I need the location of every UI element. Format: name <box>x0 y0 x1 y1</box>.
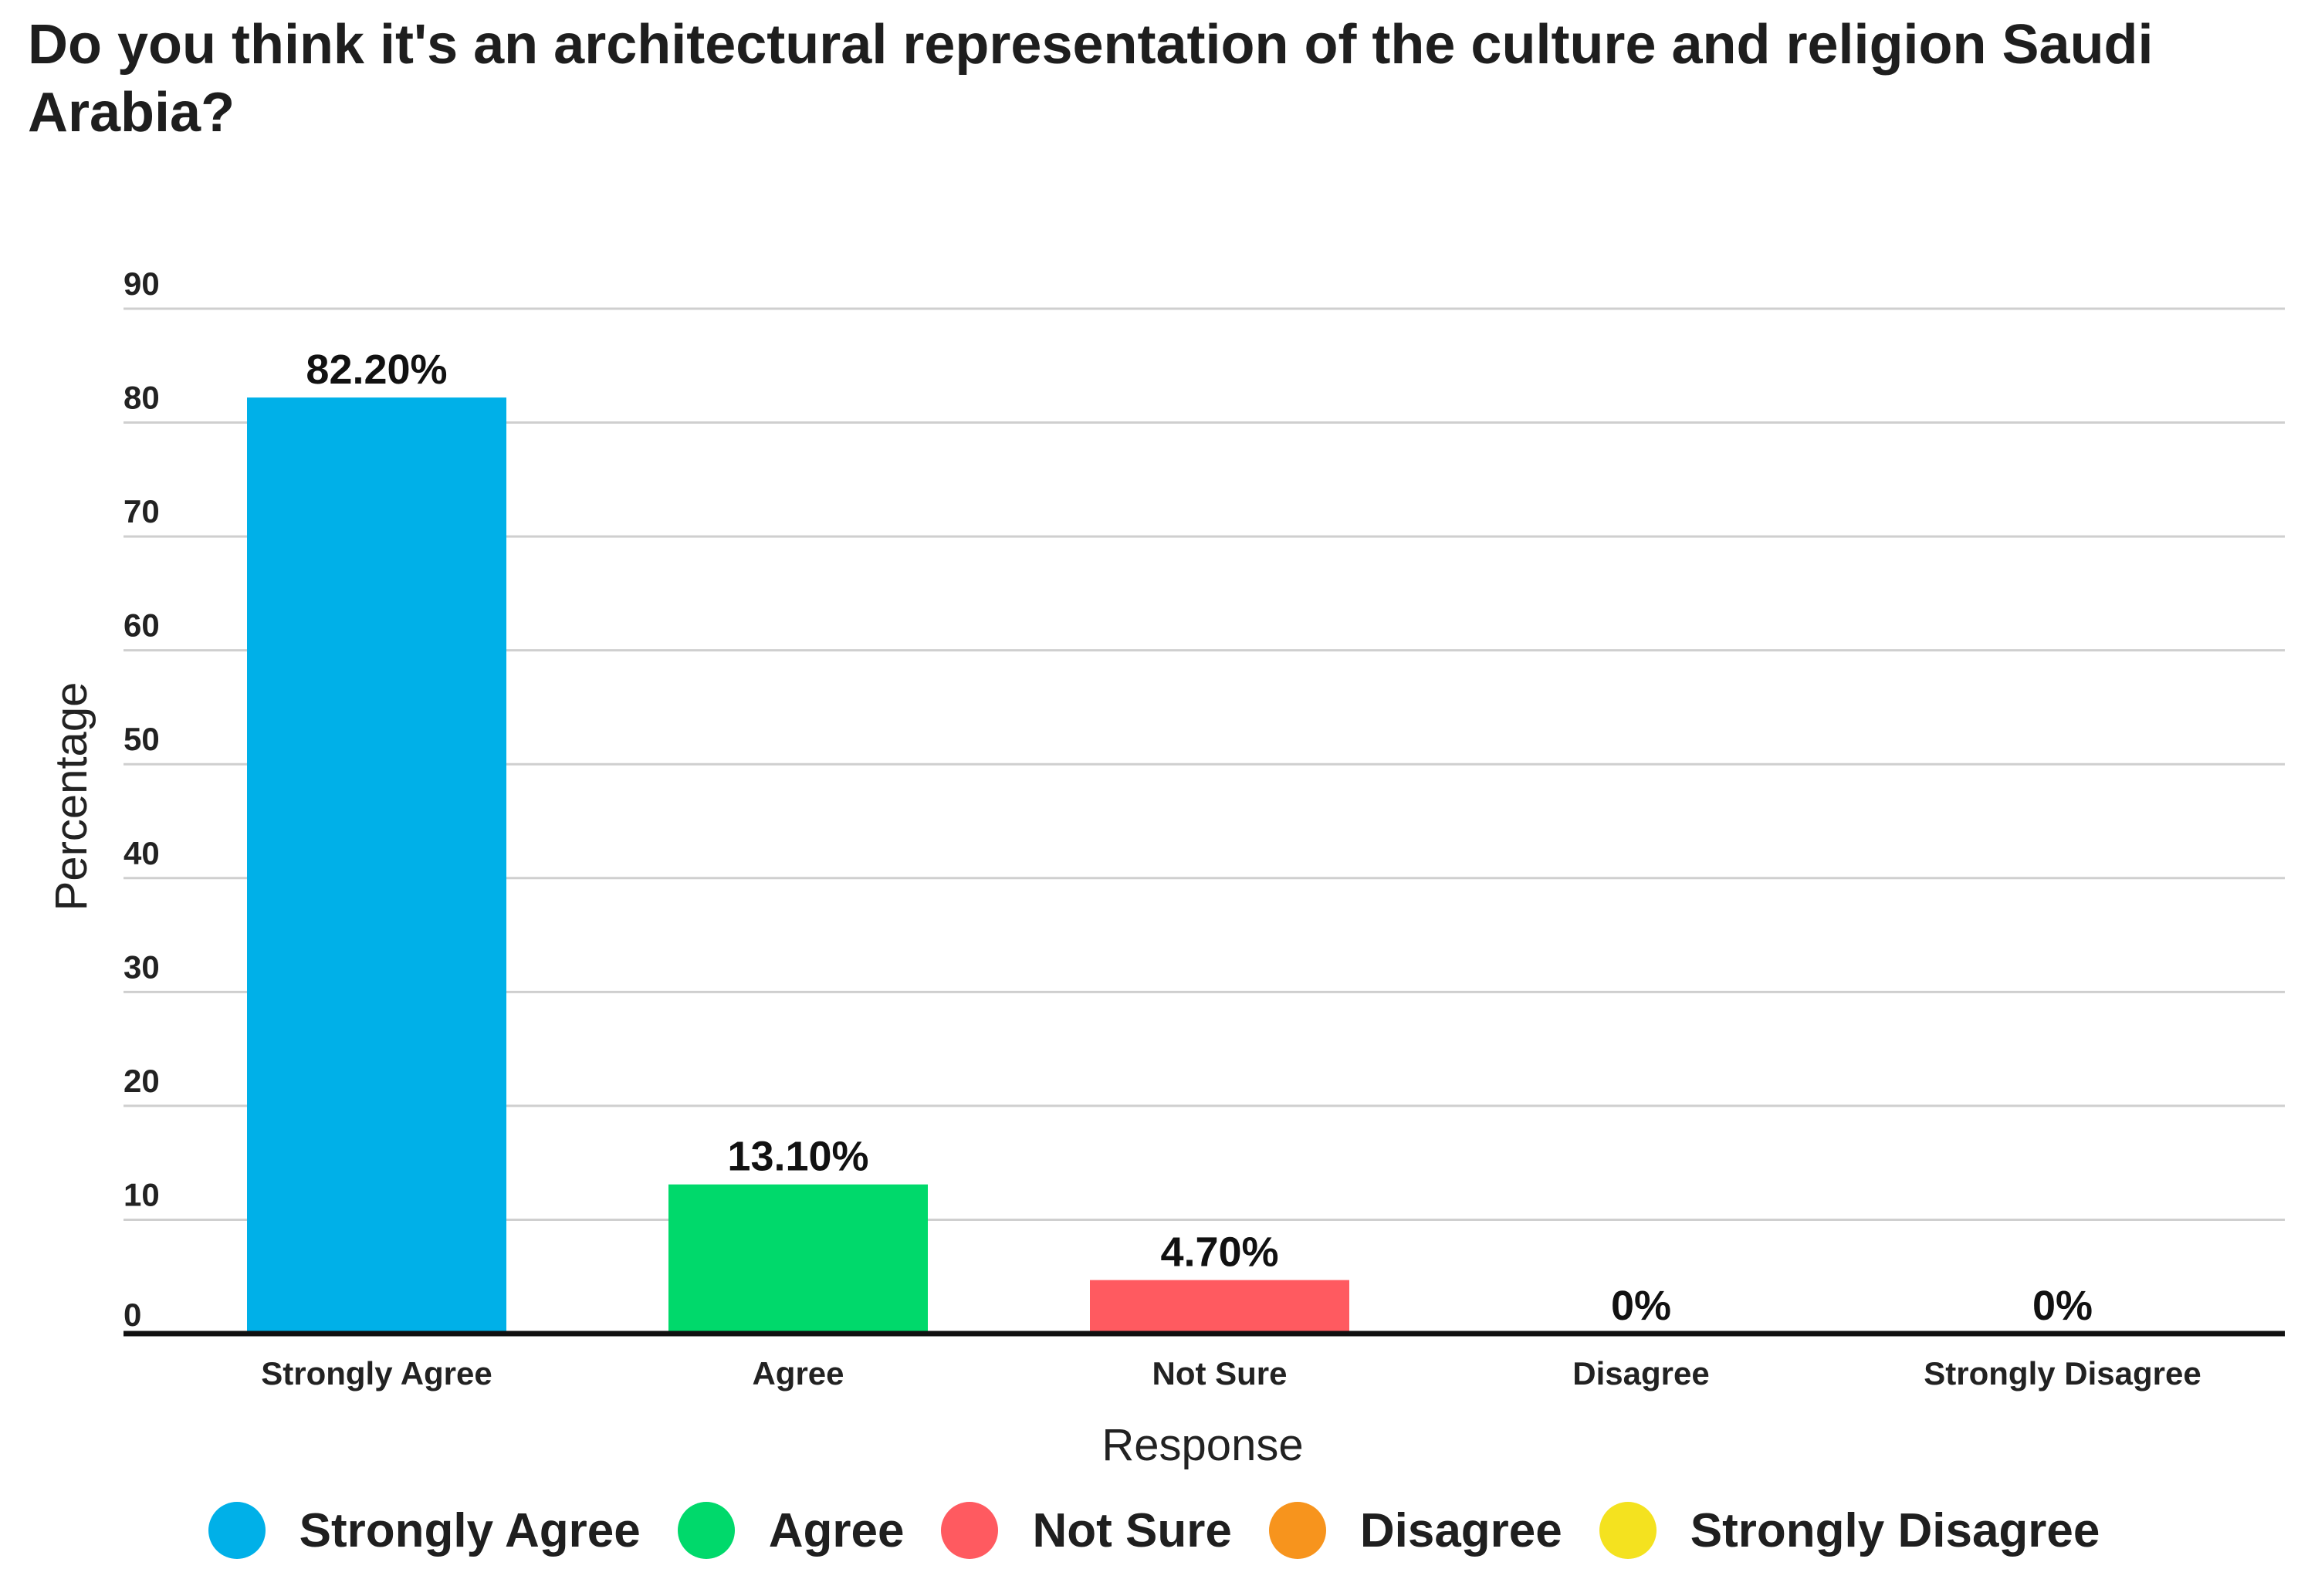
legend-item: Agree <box>677 1502 905 1559</box>
legend-swatch-icon <box>208 1502 266 1559</box>
legend-swatch-icon <box>1599 1502 1657 1559</box>
x-tick-label: Agree <box>752 1355 844 1391</box>
bar <box>1090 1280 1349 1334</box>
y-axis-title: Percentage <box>46 682 96 911</box>
legend-label: Agree <box>768 1503 905 1557</box>
data-label: 0% <box>1611 1283 1671 1329</box>
y-tick-label: 70 <box>124 493 160 529</box>
x-tick-label: Strongly Disagree <box>1924 1355 2201 1391</box>
legend-label: Strongly Agree <box>299 1503 641 1557</box>
chart-title: Do you think it's an architectural repre… <box>28 14 2154 144</box>
bar-chart: 0 10 20 30 40 50 60 70 80 90 82.20% 13.10% 4.70% 0% 0… <box>46 265 2285 1470</box>
legend-label: Disagree <box>1359 1503 1562 1557</box>
x-axis-title: Response <box>1102 1420 1303 1470</box>
y-tick-label: 0 <box>124 1297 141 1333</box>
data-label: 13.10% <box>727 1134 868 1180</box>
legend-item: Not Sure <box>941 1502 1232 1559</box>
y-tick-label: 80 <box>124 380 160 416</box>
x-axis-ticks: Strongly Agree Agree Not Sure Disagree Stron… <box>261 1355 2201 1391</box>
y-tick-label: 60 <box>124 607 160 644</box>
bar <box>247 397 506 1334</box>
legend-swatch-icon <box>1268 1502 1326 1559</box>
y-tick-label: 40 <box>124 835 160 871</box>
data-label: 0% <box>2032 1283 2093 1329</box>
legend: Strongly Agree Agree Not Sure Disagree S… <box>0 1488 2308 1573</box>
x-tick-label: Not Sure <box>1152 1355 1287 1391</box>
data-labels: 82.20% 13.10% 4.70% 0% 0% <box>306 347 2093 1329</box>
y-axis-ticks: 0 10 20 30 40 50 60 70 80 90 <box>124 265 160 1333</box>
data-label: 4.70% <box>1160 1229 1278 1276</box>
legend-item: Disagree <box>1268 1502 1562 1559</box>
legend-swatch-icon <box>677 1502 735 1559</box>
legend-label: Not Sure <box>1032 1503 1232 1557</box>
y-tick-label: 90 <box>124 265 160 302</box>
y-tick-label: 50 <box>124 721 160 757</box>
legend-item: Strongly Disagree <box>1599 1502 2100 1559</box>
y-tick-label: 30 <box>124 948 160 985</box>
x-tick-label: Disagree <box>1572 1355 1709 1391</box>
legend-swatch-icon <box>941 1502 999 1559</box>
y-tick-label: 10 <box>124 1176 160 1212</box>
bars <box>247 397 1349 1334</box>
bar <box>668 1184 928 1334</box>
legend-item: Strongly Agree <box>208 1502 641 1559</box>
legend-label: Strongly Disagree <box>1690 1503 2100 1557</box>
x-tick-label: Strongly Agree <box>261 1355 492 1391</box>
y-tick-label: 20 <box>124 1063 160 1099</box>
data-label: 82.20% <box>306 347 447 393</box>
